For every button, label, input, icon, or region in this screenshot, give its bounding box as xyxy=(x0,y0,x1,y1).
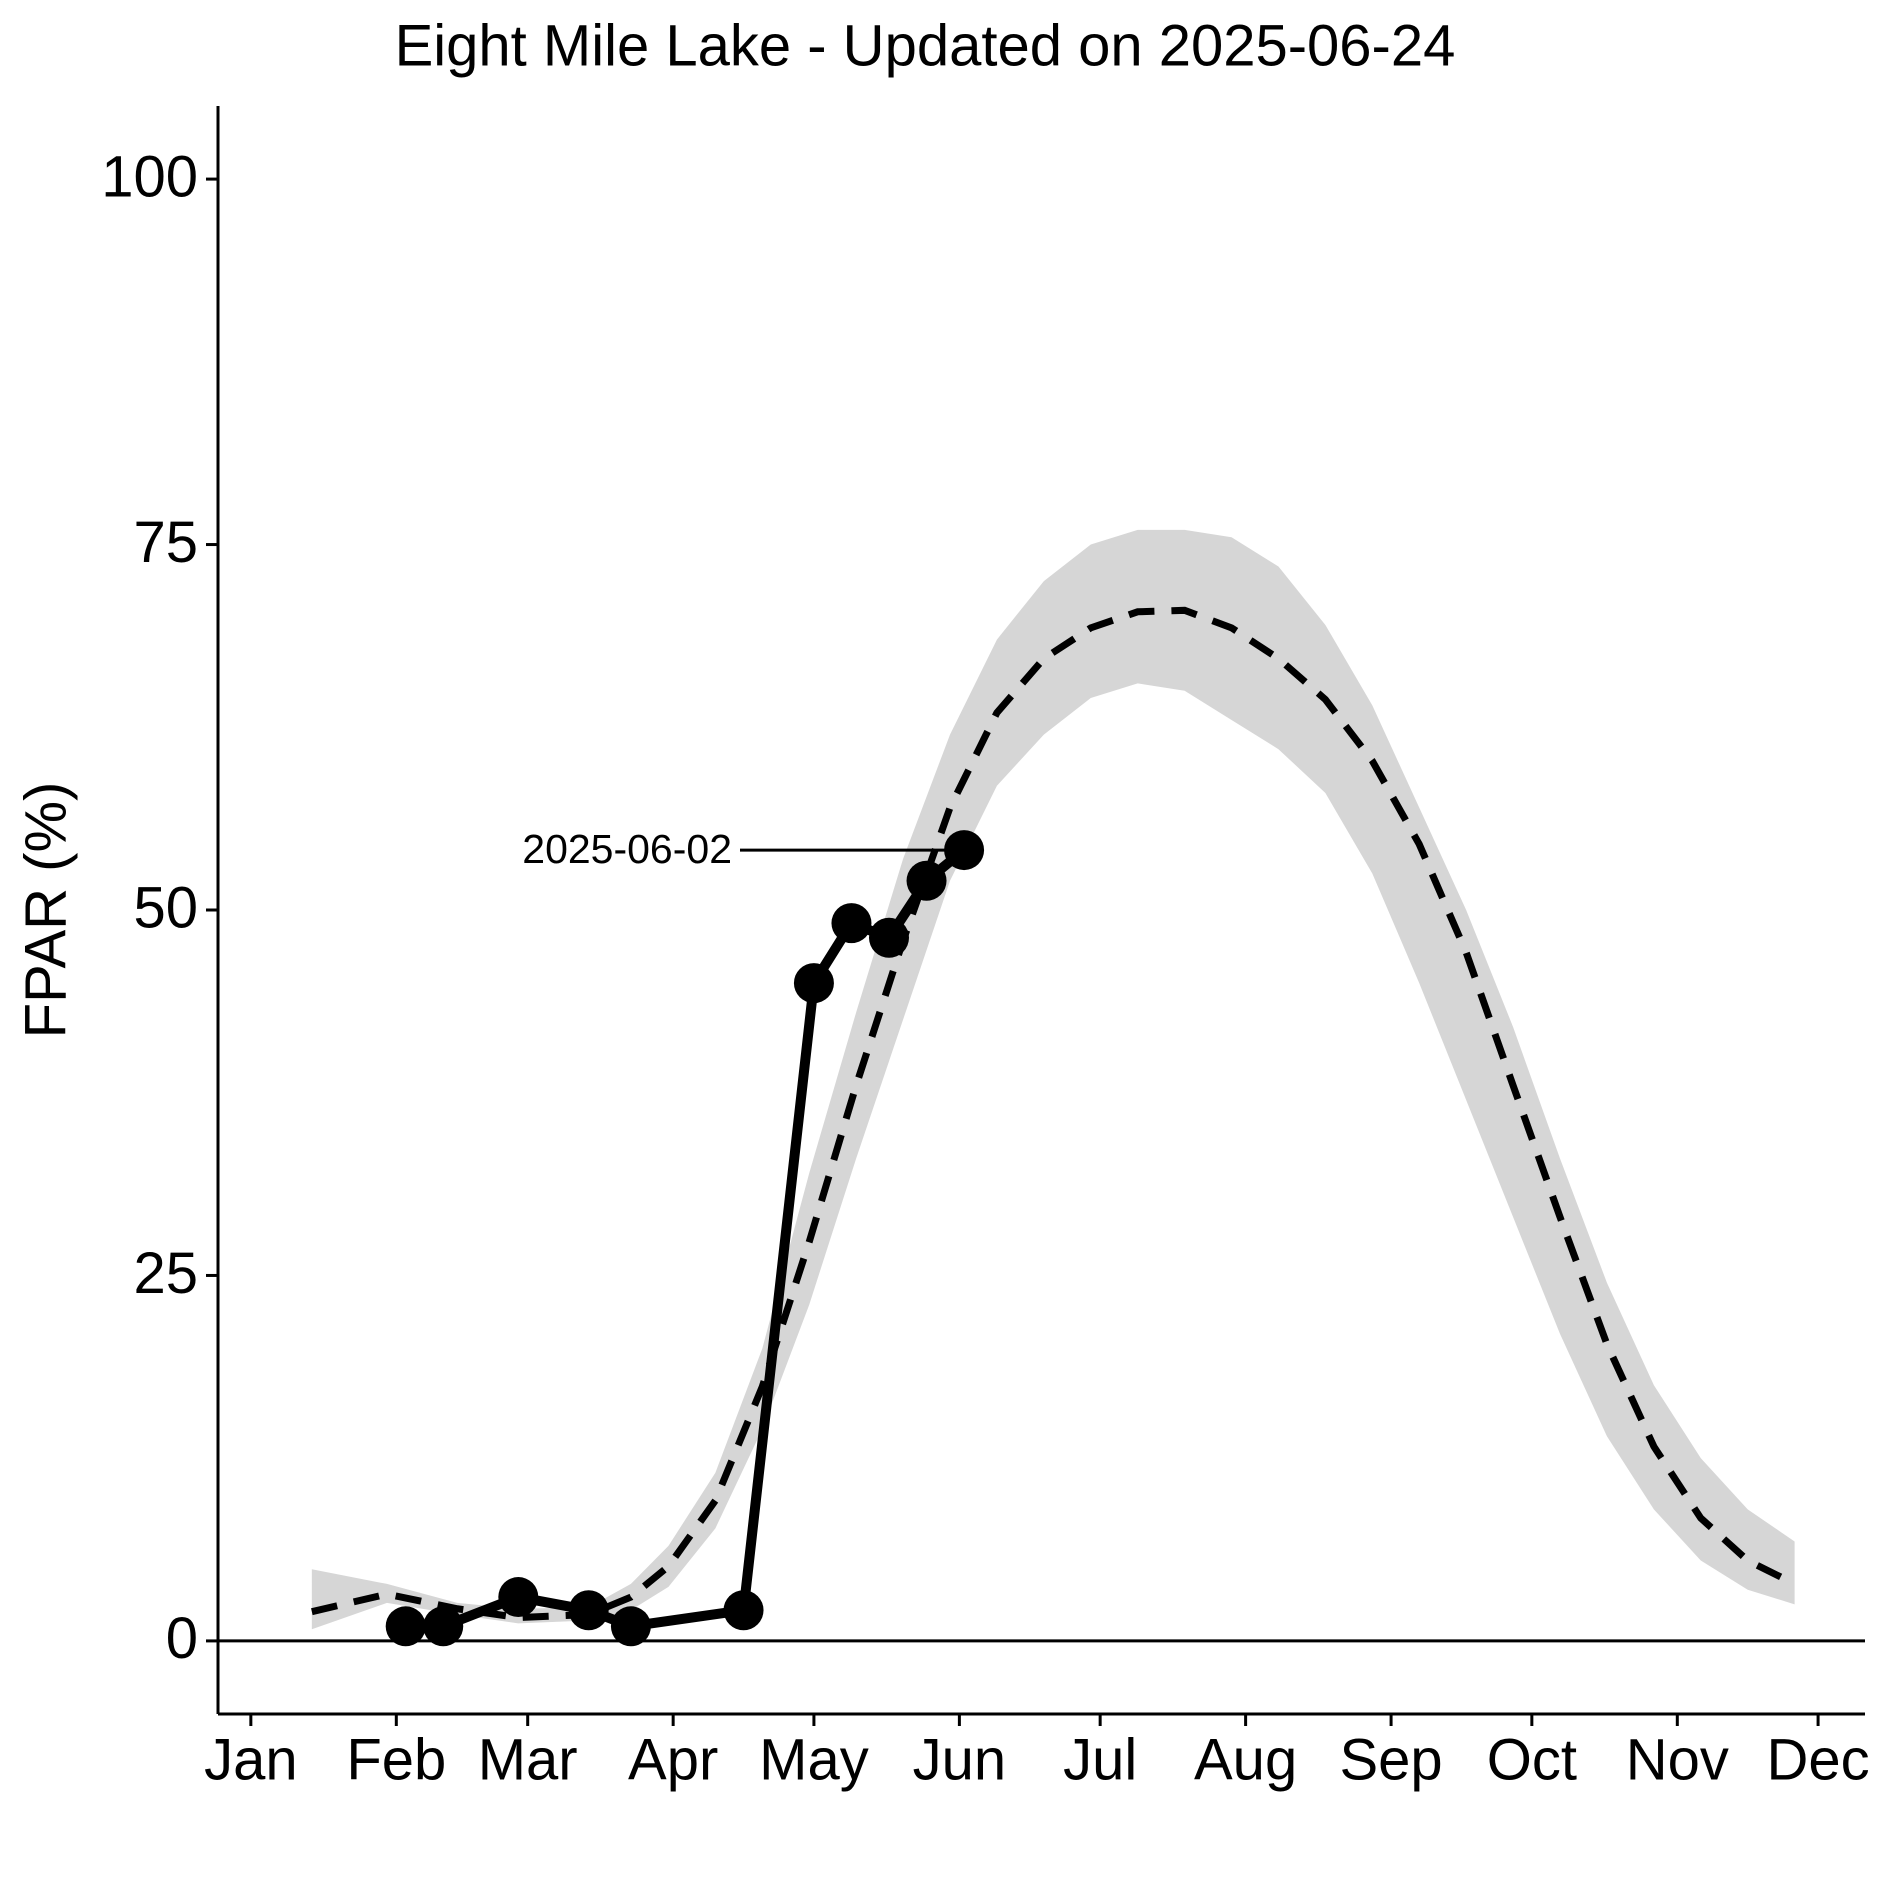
data-point xyxy=(423,1606,464,1647)
x-tick-label: Apr xyxy=(628,1727,718,1792)
data-point xyxy=(793,963,834,1004)
data-point xyxy=(906,860,947,901)
x-tick-label: May xyxy=(759,1727,869,1792)
data-point xyxy=(385,1606,426,1647)
y-tick-label: 25 xyxy=(133,1241,198,1306)
confidence-band xyxy=(311,529,1795,1630)
x-tick-label: Oct xyxy=(1487,1727,1577,1792)
x-tick-label: Nov xyxy=(1626,1727,1729,1792)
chart-title: Eight Mile Lake - Updated on 2025-06-24 xyxy=(395,13,1456,78)
x-tick-label: Feb xyxy=(346,1727,446,1792)
x-tick-label: Aug xyxy=(1194,1727,1297,1792)
y-axis-title: FPAR (%) xyxy=(13,782,78,1039)
y-tick-label: 0 xyxy=(166,1606,198,1671)
data-point xyxy=(723,1590,764,1631)
x-tick-label: Jul xyxy=(1063,1727,1137,1792)
x-tick-label: Jan xyxy=(204,1727,298,1792)
x-tick-label: Mar xyxy=(478,1727,578,1792)
data-point xyxy=(831,903,872,944)
x-tick-label: Jun xyxy=(913,1727,1007,1792)
data-point xyxy=(610,1606,651,1647)
annotation: 2025-06-02 xyxy=(522,826,732,872)
y-tick-label: 75 xyxy=(133,510,198,575)
data-point xyxy=(498,1577,539,1618)
data-point xyxy=(568,1590,609,1631)
x-tick-label: Sep xyxy=(1339,1727,1442,1792)
x-tick-label: Dec xyxy=(1766,1727,1869,1792)
y-tick-label: 100 xyxy=(101,144,198,209)
mean-line xyxy=(311,606,1797,1622)
y-tick-label: 50 xyxy=(133,875,198,940)
data-point xyxy=(869,917,909,958)
